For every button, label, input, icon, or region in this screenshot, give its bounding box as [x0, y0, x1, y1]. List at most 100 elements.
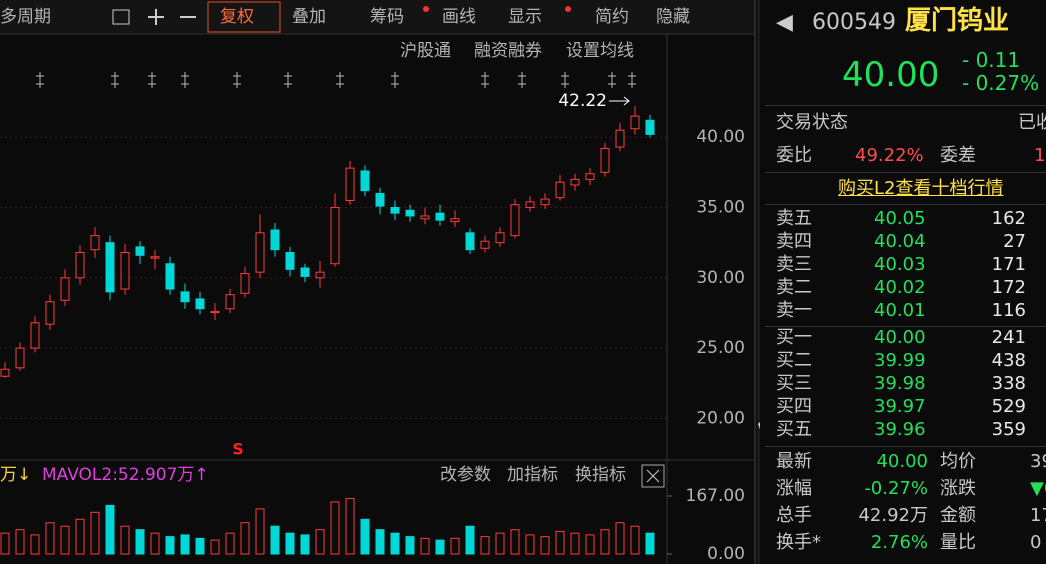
lock-icon[interactable] — [112, 9, 130, 25]
max-arrow — [609, 96, 630, 106]
volume-bar — [315, 529, 325, 555]
y-tick-label: 30.00 — [696, 268, 745, 288]
toolbar-button[interactable]: 画线 — [442, 7, 476, 27]
candle-body — [255, 232, 265, 273]
candle-body — [645, 119, 655, 135]
candle-body — [270, 229, 280, 251]
y-tick-label: 167.00 — [686, 486, 745, 506]
volume-unit: 万↓ — [0, 465, 31, 485]
volume-bar — [360, 518, 370, 555]
event-marker — [518, 72, 526, 88]
candle-body — [600, 147, 610, 173]
volume-bar — [135, 529, 145, 555]
candle-body — [300, 267, 310, 277]
stat-label: 量比 — [940, 532, 976, 553]
volume-bar — [585, 534, 595, 555]
volume-bar — [300, 534, 310, 555]
period-button[interactable]: 多周期 — [0, 7, 51, 27]
book-volume: 359 — [991, 419, 1026, 440]
book-volume: 438 — [991, 350, 1026, 371]
volume-bar — [630, 525, 640, 555]
label: 委差 — [940, 145, 976, 166]
stat-label: 换手* — [776, 532, 821, 553]
l2-link[interactable]: 购买L2查看十档行情 — [838, 178, 1004, 199]
toolbar-button[interactable]: 复权 — [220, 7, 254, 27]
book-volume: 172 — [991, 277, 1026, 298]
volume-button[interactable]: 加指标 — [507, 465, 558, 485]
book-price: 39.99 — [874, 350, 926, 371]
volume-button[interactable]: 改参数 — [440, 465, 491, 485]
sub-toolbar-button[interactable]: 融资融券 — [474, 41, 542, 61]
volume-bar — [540, 536, 550, 555]
close-button[interactable] — [646, 469, 660, 483]
book-price: 39.96 — [874, 419, 926, 440]
candle-body — [345, 167, 355, 201]
stat-value: ▼0 — [1030, 478, 1046, 499]
label: 交易状态 — [776, 112, 848, 133]
book-price: 40.00 — [874, 327, 926, 348]
candle-body — [495, 232, 505, 244]
candle-body — [360, 170, 370, 192]
splitter[interactable] — [757, 0, 760, 564]
close-button[interactable] — [641, 464, 665, 488]
back-arrow[interactable]: ◀ — [776, 10, 793, 35]
toolbar-button[interactable]: 筹码 — [370, 7, 404, 27]
volume-bar — [60, 525, 70, 555]
change-pct: - 0.27% — [962, 71, 1040, 95]
candle-body — [465, 232, 475, 251]
volume-bar — [480, 536, 490, 555]
sub-toolbar-button[interactable]: 设置均线 — [566, 41, 634, 61]
volume-bar — [240, 522, 250, 555]
volume-bar — [450, 537, 460, 555]
candle-body — [540, 198, 550, 206]
candle-body — [15, 347, 25, 369]
event-marker — [148, 72, 156, 88]
candle-body — [420, 215, 430, 220]
book-price: 39.98 — [874, 373, 926, 394]
candle-body — [525, 201, 535, 208]
volume-bar — [120, 525, 130, 555]
volume-bar — [465, 525, 475, 555]
book-price: 40.04 — [874, 231, 926, 252]
stat-value: 17.1 — [1030, 505, 1046, 526]
candle-body — [375, 192, 385, 207]
book-volume: 171 — [991, 254, 1026, 275]
event-marker — [481, 72, 489, 88]
sub-toolbar-button[interactable]: 沪股通 — [400, 41, 451, 61]
volume-button[interactable]: 换指标 — [575, 465, 626, 485]
toolbar-button[interactable]: 隐藏 — [656, 7, 690, 27]
volume-bar — [345, 497, 355, 555]
price: 40.00 — [842, 55, 940, 95]
toolbar-button[interactable]: 简约 — [595, 7, 629, 27]
candle-body — [150, 256, 160, 259]
volume-bar — [330, 501, 340, 555]
stock-name: 厦门钨业 — [905, 6, 1010, 36]
toolbar-button[interactable]: 叠加 — [292, 7, 326, 27]
candle-body — [195, 298, 205, 310]
toolbar-button[interactable]: 显示 — [508, 7, 542, 27]
volume-bar — [285, 532, 295, 555]
volume-bar — [435, 539, 445, 555]
splitter-arrow[interactable] — [758, 418, 760, 440]
max-label: 42.22 — [558, 91, 607, 111]
book-label: 卖二 — [776, 277, 812, 298]
y-tick-label: 40.00 — [696, 127, 745, 147]
volume-bar — [105, 504, 115, 555]
volume-bar — [30, 534, 40, 555]
event-marker — [628, 72, 636, 88]
toolbar-bg — [0, 0, 755, 34]
stat-label: 均价 — [940, 451, 976, 472]
stat-label: 金额 — [940, 505, 976, 526]
candle-body — [555, 181, 565, 199]
volume-bar — [165, 536, 175, 555]
change: - 0.11 — [962, 48, 1021, 72]
candle-body — [330, 207, 340, 265]
stat-value: 42.92万 — [858, 505, 928, 526]
volume-bar — [375, 529, 385, 555]
book-price: 39.97 — [874, 396, 926, 417]
volume-bar — [210, 539, 220, 555]
candle-body — [90, 235, 100, 251]
stat-label: 总手 — [776, 505, 812, 526]
